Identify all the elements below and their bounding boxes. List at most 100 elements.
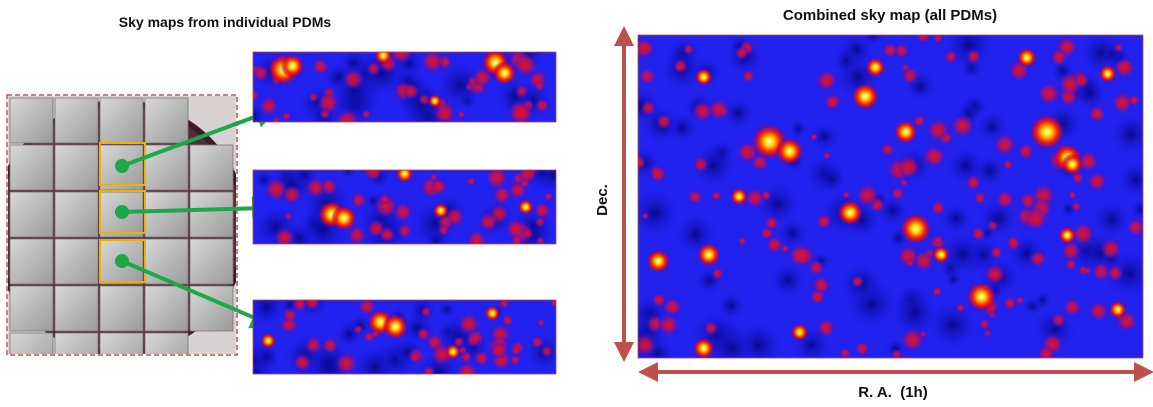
faint-source (855, 182, 880, 208)
bright-source (692, 337, 715, 358)
faint-source (349, 191, 367, 209)
faint-source (498, 300, 511, 310)
pdm-tile (54, 97, 99, 144)
faint-source (1087, 300, 1110, 322)
faint-source (500, 313, 515, 328)
pdm-tile (9, 144, 54, 191)
map-border (252, 299, 557, 375)
dark-patch (809, 121, 840, 152)
pdm-tile (99, 97, 144, 144)
faint-source (943, 49, 959, 64)
dark-patch (352, 344, 398, 374)
bright-source (1058, 226, 1077, 245)
faint-source (692, 155, 710, 173)
faint-source (1071, 201, 1082, 212)
faint-source (281, 307, 298, 323)
faint-source (922, 144, 947, 169)
pdm-tile (9, 332, 54, 354)
faint-source (904, 258, 915, 268)
faint-source (253, 89, 260, 102)
faint-source (641, 211, 650, 220)
faint-source (429, 177, 449, 196)
sky-map (253, 300, 556, 374)
dark-patch (832, 47, 860, 75)
faint-source (1073, 72, 1091, 90)
faint-source (530, 335, 545, 349)
faint-source (1087, 104, 1107, 124)
faint-source (409, 351, 421, 364)
faint-source (253, 64, 270, 82)
dark-patch (717, 291, 746, 320)
faint-source (281, 111, 292, 122)
bright-source (330, 205, 357, 232)
dark-patch (890, 288, 940, 338)
dark-patch (1033, 291, 1052, 309)
dark-patch (940, 202, 973, 235)
map-border (252, 51, 557, 123)
pdm-tile (144, 97, 189, 144)
faint-source (366, 60, 382, 77)
faint-source (899, 178, 909, 188)
dark-patch (973, 154, 1007, 188)
dark-patch (538, 170, 556, 192)
faint-source (489, 341, 509, 360)
faint-source (983, 262, 1007, 286)
faint-source (638, 154, 647, 171)
faint-source (1022, 206, 1049, 232)
faint-source (930, 199, 947, 217)
faint-source (1110, 91, 1134, 115)
faint-source (900, 66, 920, 85)
map-border (637, 34, 1144, 359)
faint-source (890, 348, 903, 358)
faint-source (672, 58, 689, 75)
faint-source (816, 318, 836, 338)
faint-source (1091, 261, 1112, 282)
bright-source (484, 305, 501, 322)
dark-patch (788, 119, 808, 138)
faint-source (638, 332, 658, 358)
faint-source (512, 52, 539, 78)
faint-source (417, 93, 431, 106)
faint-source (346, 224, 368, 244)
faint-source (1067, 190, 1077, 200)
pdm-tile (144, 332, 189, 354)
bright-source (1098, 64, 1117, 83)
faint-source (893, 42, 910, 60)
faint-source (270, 115, 283, 122)
faint-source (473, 349, 490, 367)
faint-source (363, 170, 384, 182)
pdm-tile (54, 191, 99, 238)
faint-source (710, 266, 725, 281)
sky-map (638, 35, 1143, 358)
bright-source (427, 94, 442, 108)
bright-source (837, 199, 864, 226)
bright-source (374, 52, 393, 65)
bright-source (1016, 47, 1037, 68)
faint-source (1126, 217, 1143, 238)
faint-source (535, 236, 545, 244)
faint-source (1113, 42, 1124, 53)
faint-source (841, 190, 851, 200)
faint-source (304, 335, 323, 355)
dark-patch (721, 97, 755, 130)
faint-source (983, 329, 992, 338)
sky-map (253, 52, 556, 122)
pdm-tile (54, 285, 99, 332)
faint-source (466, 328, 486, 348)
pdm-tile (54, 238, 99, 285)
dark-patch (1117, 161, 1143, 198)
faint-source (949, 113, 976, 139)
faint-source (807, 259, 825, 277)
faint-source (533, 201, 552, 220)
bright-source (1061, 153, 1084, 176)
ra-label: R. A. (1h) (858, 384, 927, 401)
faint-source (1099, 237, 1123, 261)
bright-source (966, 281, 997, 312)
bright-source (790, 323, 809, 342)
faint-source (710, 190, 723, 202)
faint-source (995, 189, 1015, 210)
bright-source (1029, 113, 1066, 150)
bright-source (865, 57, 886, 78)
faint-source (263, 176, 289, 202)
bright-source (899, 212, 932, 245)
